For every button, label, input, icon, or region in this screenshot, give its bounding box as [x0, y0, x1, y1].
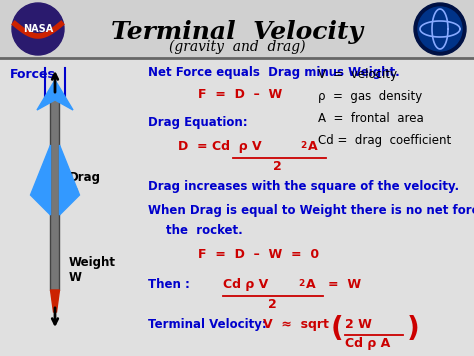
Text: V  ≈  sqrt: V ≈ sqrt	[263, 318, 329, 331]
Polygon shape	[51, 290, 60, 312]
Text: Drag increases with the square of the velocity.: Drag increases with the square of the ve…	[148, 180, 459, 193]
Text: Forces: Forces	[10, 68, 56, 81]
Polygon shape	[60, 145, 80, 215]
Bar	[0, 0, 474, 58]
Text: NASA: NASA	[23, 24, 53, 34]
Text: Net Force equals  Drag minus Weight.: Net Force equals Drag minus Weight.	[148, 66, 400, 79]
Polygon shape	[30, 145, 51, 215]
Circle shape	[418, 7, 462, 51]
Text: Cd =  drag  coefficient: Cd = drag coefficient	[318, 134, 451, 147]
Text: When Drag is equal to Weight there is no net force on: When Drag is equal to Weight there is no…	[148, 204, 474, 217]
Circle shape	[12, 3, 64, 55]
Text: =  W: = W	[328, 278, 361, 291]
Text: Cd ρ V: Cd ρ V	[223, 278, 268, 291]
Text: Terminal Velocity:: Terminal Velocity:	[148, 318, 267, 331]
Text: ): )	[407, 315, 420, 343]
Text: Then :: Then :	[148, 278, 190, 291]
Text: A: A	[306, 278, 316, 291]
Text: A: A	[308, 140, 318, 153]
Text: D  = Cd  ρ V: D = Cd ρ V	[178, 140, 262, 153]
Text: (: (	[331, 315, 344, 343]
Text: Drag
D: Drag D	[69, 171, 101, 199]
Text: V  =  velocity: V = velocity	[318, 68, 397, 81]
Bar	[0, 58, 474, 356]
Text: F  =  D  –  W  =  0: F = D – W = 0	[198, 248, 319, 261]
Text: 2: 2	[300, 141, 306, 150]
Text: 2: 2	[268, 298, 277, 311]
Text: 2: 2	[298, 279, 304, 288]
Text: A  =  frontal  area: A = frontal area	[318, 112, 424, 125]
Text: F  =  D  –  W: F = D – W	[198, 88, 282, 101]
Circle shape	[414, 3, 466, 55]
Polygon shape	[37, 80, 73, 110]
Text: 2: 2	[273, 160, 282, 173]
Text: Drag Equation:: Drag Equation:	[148, 116, 247, 129]
Text: (gravity  and  drag): (gravity and drag)	[169, 40, 305, 54]
Text: 2 W: 2 W	[345, 318, 372, 331]
Bar	[51, 95, 60, 290]
Text: Terminal  Velocity: Terminal Velocity	[111, 20, 363, 44]
Text: Cd ρ A: Cd ρ A	[345, 337, 390, 350]
Text: the  rocket.: the rocket.	[166, 224, 243, 237]
Text: Weight
W: Weight W	[69, 256, 116, 284]
Text: ρ  =  gas  density: ρ = gas density	[318, 90, 422, 103]
